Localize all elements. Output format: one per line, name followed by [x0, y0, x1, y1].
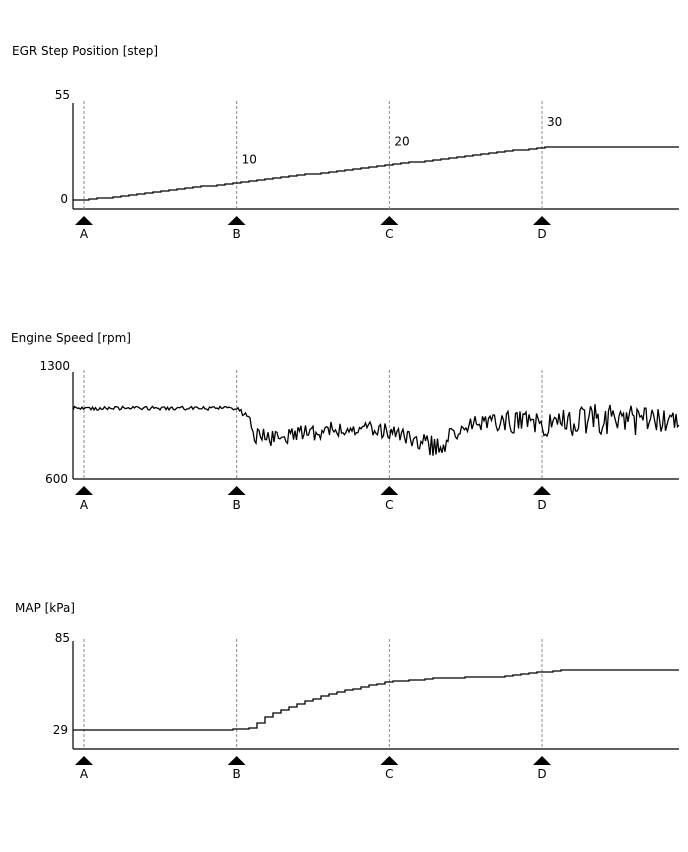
marker-triangle-a-icon [75, 216, 93, 225]
marker-label-c: C [385, 227, 393, 241]
chart-title-2: Engine Speed [rpm] [11, 331, 131, 345]
marker-label-d: D [537, 227, 546, 241]
marker-triangle-b-icon [227, 756, 246, 765]
y-tick-label-max: 55 [55, 88, 70, 102]
series-line-1 [73, 146, 679, 201]
marker-label-a: A [80, 227, 89, 241]
marker-triangle-c-icon [380, 216, 399, 225]
marker-label-d: D [537, 767, 546, 781]
y-tick-label-max: 85 [55, 631, 70, 645]
marker-label-d: D [537, 498, 546, 512]
series-line-3 [73, 669, 679, 731]
marker-triangle-c-icon [380, 486, 399, 495]
marker-label-a: A [80, 498, 89, 512]
marker-label-b: B [233, 227, 241, 241]
marker-triangle-b-icon [227, 486, 246, 495]
marker-triangle-d-icon [533, 216, 551, 225]
marker-triangle-c-icon [380, 756, 399, 765]
marker-label-b: B [233, 498, 241, 512]
marker-triangle-b-icon [227, 216, 246, 225]
marker-triangle-a-icon [75, 486, 93, 495]
series-line-2 [72, 404, 680, 456]
marker-label-c: C [385, 498, 393, 512]
y-tick-label-min: 0 [60, 192, 68, 206]
y-tick-label-min: 600 [45, 472, 68, 486]
chart-title-1: EGR Step Position [step] [12, 44, 158, 58]
y-tick-label-max: 1300 [39, 359, 70, 373]
marker-label-a: A [80, 767, 89, 781]
marker-triangle-a-icon [75, 756, 93, 765]
annotation-label: 20 [394, 135, 409, 149]
annotation-label: 10 [242, 152, 257, 166]
chart-title-3: MAP [kPa] [15, 601, 75, 615]
annotation-label: 30 [547, 115, 562, 129]
y-tick-label-min: 29 [53, 723, 68, 737]
marker-triangle-d-icon [533, 486, 551, 495]
marker-triangle-d-icon [533, 756, 551, 765]
marker-label-c: C [385, 767, 393, 781]
marker-label-b: B [233, 767, 241, 781]
